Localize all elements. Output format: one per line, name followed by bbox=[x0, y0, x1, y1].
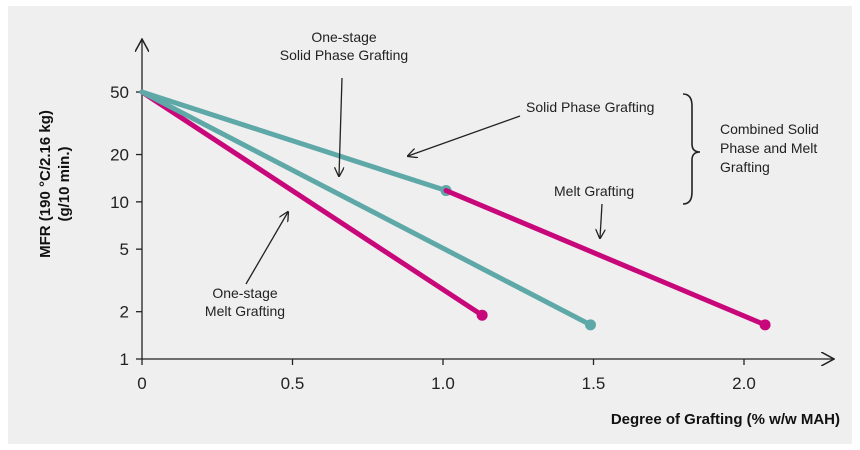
arrow-one-stage-melt bbox=[245, 212, 288, 285]
series-lines bbox=[139, 89, 771, 331]
annotation-one-stage-melt-line2: Melt Grafting bbox=[205, 303, 285, 319]
y-axis-title-line2: (g/10 min.) bbox=[56, 146, 73, 221]
x-tick-label: 1.0 bbox=[431, 374, 455, 393]
point-combined-melt bbox=[759, 319, 771, 331]
y-tick-label: 10 bbox=[110, 193, 129, 212]
chart-svg: 50 20 10 5 2 1 0 0.5 1.0 1.5 2.0 MFR (190 °C/2.16… bbox=[37, 29, 840, 428]
annotation-combined-line2: Phase and Melt bbox=[720, 140, 817, 156]
point-one-stage-melt bbox=[476, 309, 488, 321]
x-tick-label: 1.5 bbox=[582, 374, 606, 393]
annotation-solid-phase-grafting: Solid Phase Grafting bbox=[526, 99, 654, 115]
y-axis-title-line1: MFR (190 °C/2.16 kg) bbox=[37, 110, 54, 258]
y-ticks: 50 20 10 5 2 1 bbox=[110, 83, 142, 369]
series-line-one-stage-solid bbox=[139, 89, 593, 328]
annotation-combined-line1: Combined Solid bbox=[720, 121, 819, 137]
x-tick-label: 2.0 bbox=[732, 374, 756, 393]
arrow-one-stage-solid bbox=[339, 77, 342, 176]
series-line-combined-melt bbox=[443, 188, 768, 328]
x-tick-label: 0 bbox=[137, 374, 146, 393]
annotation-one-stage-solid-line1: One-stage bbox=[311, 29, 377, 45]
arrow-solid-phase bbox=[408, 115, 521, 156]
point-one-stage-solid bbox=[584, 319, 596, 331]
y-tick-label: 2 bbox=[120, 303, 129, 322]
x-axis-title: Degree of Grafting (% w/w MAH) bbox=[611, 411, 840, 428]
series-line-one-stage-melt bbox=[139, 89, 485, 318]
chart-panel: 50 20 10 5 2 1 0 0.5 1.0 1.5 2.0 MFR (190 °C/2.16… bbox=[8, 6, 852, 444]
series-line-combined-solid bbox=[139, 89, 449, 194]
y-tick-label: 1 bbox=[120, 350, 129, 369]
combined-brace bbox=[682, 93, 701, 205]
y-axis-title: MFR (190 °C/2.16 kg) (g/10 min.) bbox=[37, 110, 73, 258]
y-tick-label: 5 bbox=[120, 240, 129, 259]
x-tick-label: 0.5 bbox=[281, 374, 305, 393]
x-ticks: 0 0.5 1.0 1.5 2.0 bbox=[137, 359, 756, 393]
annotation-one-stage-melt-line1: One-stage bbox=[212, 285, 278, 301]
y-tick-label: 20 bbox=[110, 146, 129, 165]
annotation-combined-line3: Grafting bbox=[720, 159, 770, 175]
arrow-melt bbox=[600, 203, 602, 238]
annotation-one-stage-solid-line2: Solid Phase Grafting bbox=[280, 47, 408, 63]
y-tick-label: 50 bbox=[110, 83, 129, 102]
annotation-melt-grafting: Melt Grafting bbox=[554, 183, 634, 199]
